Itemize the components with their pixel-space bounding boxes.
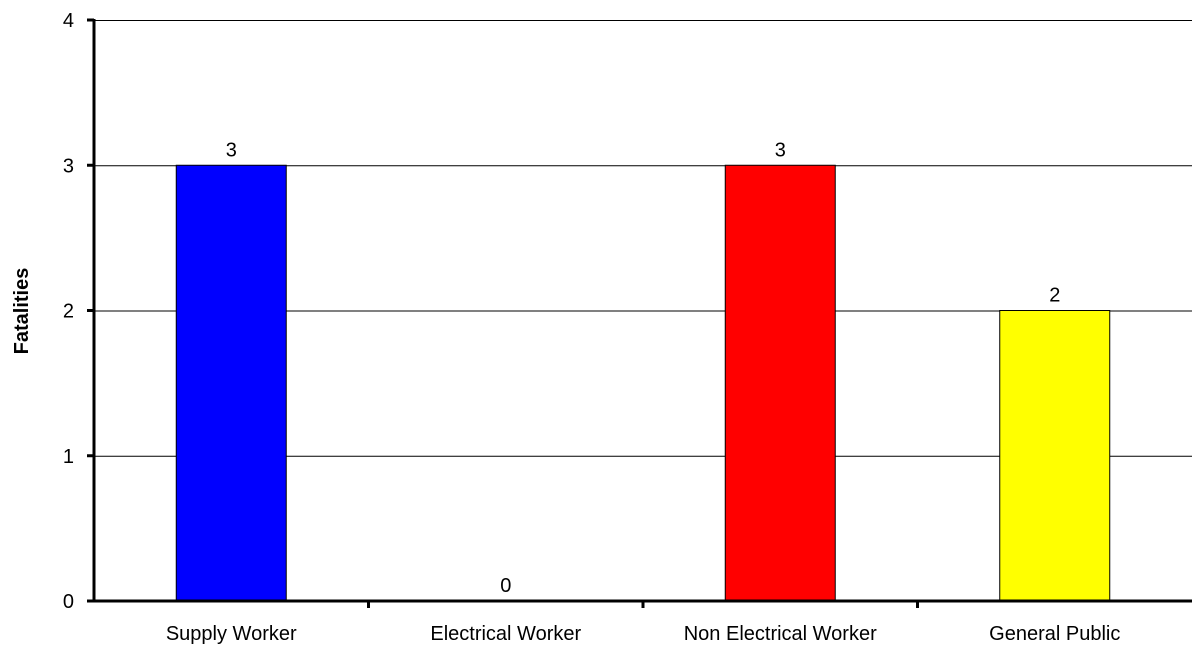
y-tick-label-1: 1: [63, 446, 74, 468]
y-tick-label-3: 3: [63, 155, 74, 177]
data-label-3: 2: [1049, 285, 1060, 307]
y-axis-title: Fatalities: [11, 268, 33, 355]
data-label-0: 3: [226, 139, 237, 161]
data-label-2: 3: [775, 139, 786, 161]
y-tick-label-2: 2: [63, 301, 74, 323]
bar-3: [999, 310, 1111, 602]
y-tick-label-4: 4: [63, 10, 74, 32]
bar-0: [175, 164, 287, 602]
data-label-1: 0: [500, 575, 511, 597]
category-label-2: Non Electrical Worker: [684, 623, 877, 645]
category-label-0: Supply Worker: [166, 623, 297, 645]
bar-2: [724, 164, 836, 602]
bars: [175, 164, 1111, 602]
labels: 3 Supply Worker 0 Electrical Worker 3 Non Ele…: [63, 10, 1120, 645]
axes: [87, 18, 1192, 608]
y-tick-label-0: 0: [63, 591, 74, 613]
category-label-3: General Public: [989, 623, 1120, 645]
category-label-1: Electrical Worker: [430, 623, 581, 645]
